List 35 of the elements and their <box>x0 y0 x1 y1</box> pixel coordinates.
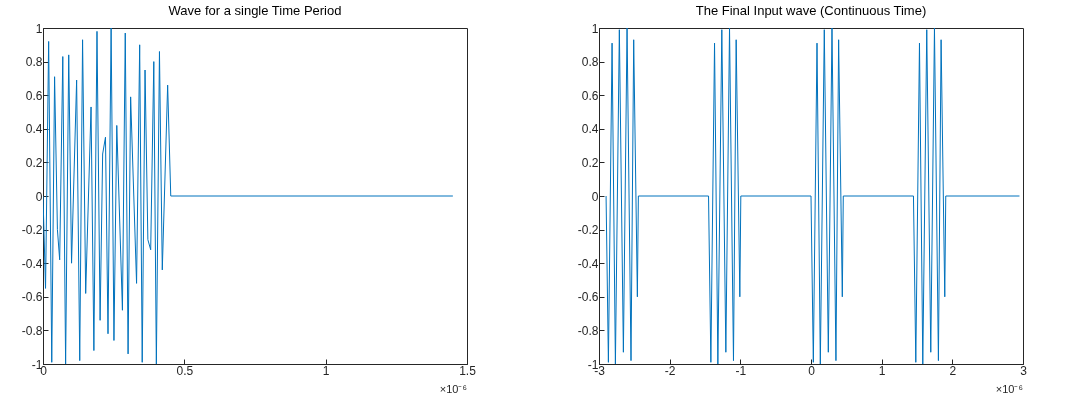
y-tick-label: -0.2 <box>577 223 599 238</box>
y-tick-label: 0 <box>591 189 599 204</box>
x-tick-label: 0 <box>808 363 816 378</box>
y-tick-label: 0.6 <box>25 88 43 103</box>
y-tick-label: -0.2 <box>21 223 43 238</box>
text: ×10⁻⁶ <box>439 383 467 395</box>
x-tick-label: 0.5 <box>176 363 194 378</box>
y-tick-label: 1 <box>591 21 599 36</box>
y-tick-label: 0.8 <box>25 55 43 70</box>
y-tick-label: 0.6 <box>581 88 599 103</box>
y-tick-label: 0.2 <box>581 155 599 170</box>
y-tick-label: 0.4 <box>25 122 43 137</box>
chart-title: The Final Input wave (Continuous Time) <box>695 3 927 18</box>
x-tick-label: 3 <box>1020 363 1028 378</box>
y-tick-label: 1 <box>35 21 43 36</box>
y-tick-label: -0.6 <box>21 290 43 305</box>
chart-title: Wave for a single Time Period <box>168 3 342 18</box>
line-series <box>605 28 1020 364</box>
x-tick-label: -1 <box>735 363 747 378</box>
x-tick-label: -2 <box>664 363 676 378</box>
x-tick-label: 2 <box>949 363 957 378</box>
y-tick-label: -0.8 <box>21 323 43 338</box>
y-tick-label: 0.4 <box>581 122 599 137</box>
y-tick-label: 0 <box>35 189 43 204</box>
y-tick-label: -0.6 <box>577 290 599 305</box>
x-tick-label: 1 <box>322 363 330 378</box>
y-tick-label: -0.4 <box>21 256 43 271</box>
y-tick-label: -0.8 <box>577 323 599 338</box>
x-tick-label: 1.5 <box>459 363 477 378</box>
y-tick-label: -0.4 <box>577 256 599 271</box>
text: ×10⁻⁶ <box>995 383 1023 395</box>
line-series <box>43 28 454 364</box>
x-tick-label: 1 <box>878 363 886 378</box>
y-tick-label: 0.8 <box>581 55 599 70</box>
y-tick-label: 0.2 <box>25 155 43 170</box>
